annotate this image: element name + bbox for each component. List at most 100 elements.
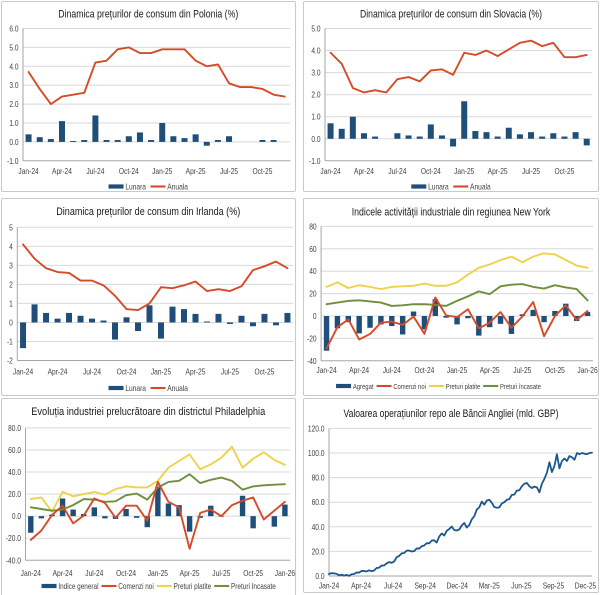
svg-text:Jan-26: Jan-26 [275,568,295,578]
svg-text:1: 1 [9,298,13,308]
svg-text:Jan-25: Jan-25 [151,366,171,376]
svg-text:Oct-25: Oct-25 [243,568,263,578]
svg-text:0.0: 0.0 [315,571,324,581]
svg-text:Apr-25: Apr-25 [186,366,206,376]
svg-text:Valoarea operațiunilor repo al: Valoarea operațiunilor repo ale Băncii A… [343,408,558,420]
svg-text:100.0: 100.0 [307,448,324,458]
svg-text:Dinamica prețurilor de consum: Dinamica prețurilor de consum din Slovac… [360,8,542,20]
svg-text:40.0: 40.0 [8,467,21,477]
svg-text:60: 60 [309,243,317,253]
svg-text:-40: -40 [307,355,317,365]
svg-text:Jul-24: Jul-24 [83,366,101,376]
svg-text:Indicele activității industria: Indicele activității industriale din reg… [351,206,550,218]
svg-text:Jul-25: Jul-25 [513,364,531,374]
svg-text:Preturi platite: Preturi platite [174,582,212,591]
svg-text:3: 3 [9,260,13,270]
svg-text:Jan-26: Jan-26 [577,364,597,374]
svg-text:Jan-24: Jan-24 [318,581,338,591]
svg-text:20: 20 [309,288,317,298]
svg-text:3.0: 3.0 [9,80,18,90]
svg-text:Apr-24: Apr-24 [349,364,369,374]
svg-text:Oct-25: Oct-25 [544,364,564,374]
svg-text:Jul-24: Jul-24 [388,165,406,175]
svg-text:Agregat: Agregat [352,382,373,391]
svg-text:40: 40 [309,266,317,276]
svg-text:Jan-25: Jan-25 [148,568,168,578]
svg-text:4.0: 4.0 [311,45,320,55]
svg-text:120.0: 120.0 [307,423,324,433]
svg-text:Indice general: Indice general [58,582,98,591]
svg-text:Oct-25: Oct-25 [255,366,275,376]
svg-text:Apr-24: Apr-24 [53,568,73,578]
svg-text:6.0: 6.0 [9,23,18,33]
svg-text:20.0: 20.0 [8,489,21,499]
svg-text:Jul-24: Jul-24 [382,364,400,374]
svg-text:0: 0 [312,311,316,321]
svg-text:4: 4 [9,241,13,251]
svg-text:-2: -2 [7,355,13,365]
svg-text:20.0: 20.0 [311,546,324,556]
svg-text:-40.0: -40.0 [6,555,21,565]
svg-text:Apr-24: Apr-24 [351,581,371,591]
svg-text:Jul-24: Jul-24 [85,568,103,578]
svg-text:-20.0: -20.0 [6,533,21,543]
svg-text:60.0: 60.0 [8,445,21,455]
svg-text:Preturi Incasate: Preturi Incasate [231,582,276,591]
svg-text:Jul-24: Jul-24 [86,165,104,175]
svg-text:Oct-24: Oct-24 [116,568,136,578]
svg-text:Lunara: Lunara [428,181,449,191]
svg-text:2.0: 2.0 [311,89,320,99]
svg-text:Preturi platite: Preturi platite [445,382,480,391]
svg-text:Lunara: Lunara [125,383,146,393]
svg-text:40.0: 40.0 [311,522,324,532]
svg-text:Oct-25: Oct-25 [253,165,273,175]
svg-text:Oct-24: Oct-24 [414,364,434,374]
svg-text:Oct-24: Oct-24 [119,165,139,175]
svg-text:2.0: 2.0 [9,99,18,109]
svg-text:5.0: 5.0 [9,42,18,52]
svg-text:Jan-25: Jan-25 [152,165,172,175]
svg-text:80.0: 80.0 [8,423,21,433]
svg-text:Mar-25: Mar-25 [478,581,499,591]
svg-text:Lunara: Lunara [125,181,146,191]
svg-text:Apr-24: Apr-24 [52,165,72,175]
svg-text:Comenzi noi: Comenzi noi [118,582,154,591]
svg-text:Dec-25: Dec-25 [574,581,596,591]
svg-text:Jul-25: Jul-25 [221,366,239,376]
svg-text:Anuala: Anuala [470,181,491,191]
svg-text:Jul-25: Jul-25 [521,165,539,175]
svg-text:Sep-24: Sep-24 [414,581,436,591]
svg-text:Jan-24: Jan-24 [21,568,41,578]
svg-text:Apr-24: Apr-24 [48,366,68,376]
svg-text:Jan-24: Jan-24 [13,366,33,376]
svg-text:-20: -20 [307,333,317,343]
svg-text:Jun-25: Jun-25 [511,581,531,591]
svg-text:80: 80 [309,221,317,231]
svg-text:Evoluția industriei prelucrăto: Evoluția industriei prelucrătoare din di… [31,406,266,418]
svg-text:4.0: 4.0 [9,61,18,71]
svg-text:Jul-24: Jul-24 [384,581,402,591]
svg-text:Jan-25: Jan-25 [446,364,466,374]
svg-text:Apr-24: Apr-24 [354,165,374,175]
svg-text:Oct-25: Oct-25 [554,165,574,175]
svg-text:1.0: 1.0 [311,111,320,121]
svg-text:Sep-25: Sep-25 [542,581,564,591]
svg-text:1.0: 1.0 [9,118,18,128]
svg-text:2: 2 [9,279,13,289]
svg-text:5.0: 5.0 [311,23,320,33]
svg-text:Jan-24: Jan-24 [316,364,336,374]
svg-text:Jan-25: Jan-25 [454,165,474,175]
svg-text:Anuala: Anuala [167,383,188,393]
svg-text:5: 5 [9,222,13,232]
svg-text:-1.0: -1.0 [7,155,19,165]
svg-text:Dec-24: Dec-24 [446,581,468,591]
svg-text:Apr-25: Apr-25 [479,364,499,374]
svg-text:Oct-24: Oct-24 [117,366,137,376]
svg-text:80.0: 80.0 [311,473,324,483]
svg-text:Apr-25: Apr-25 [487,165,507,175]
svg-text:Jul-25: Jul-25 [212,568,230,578]
svg-text:60.0: 60.0 [311,497,324,507]
svg-text:Anuala: Anuala [167,181,188,191]
svg-text:Apr-25: Apr-25 [186,165,206,175]
svg-text:Jul-25: Jul-25 [220,165,238,175]
